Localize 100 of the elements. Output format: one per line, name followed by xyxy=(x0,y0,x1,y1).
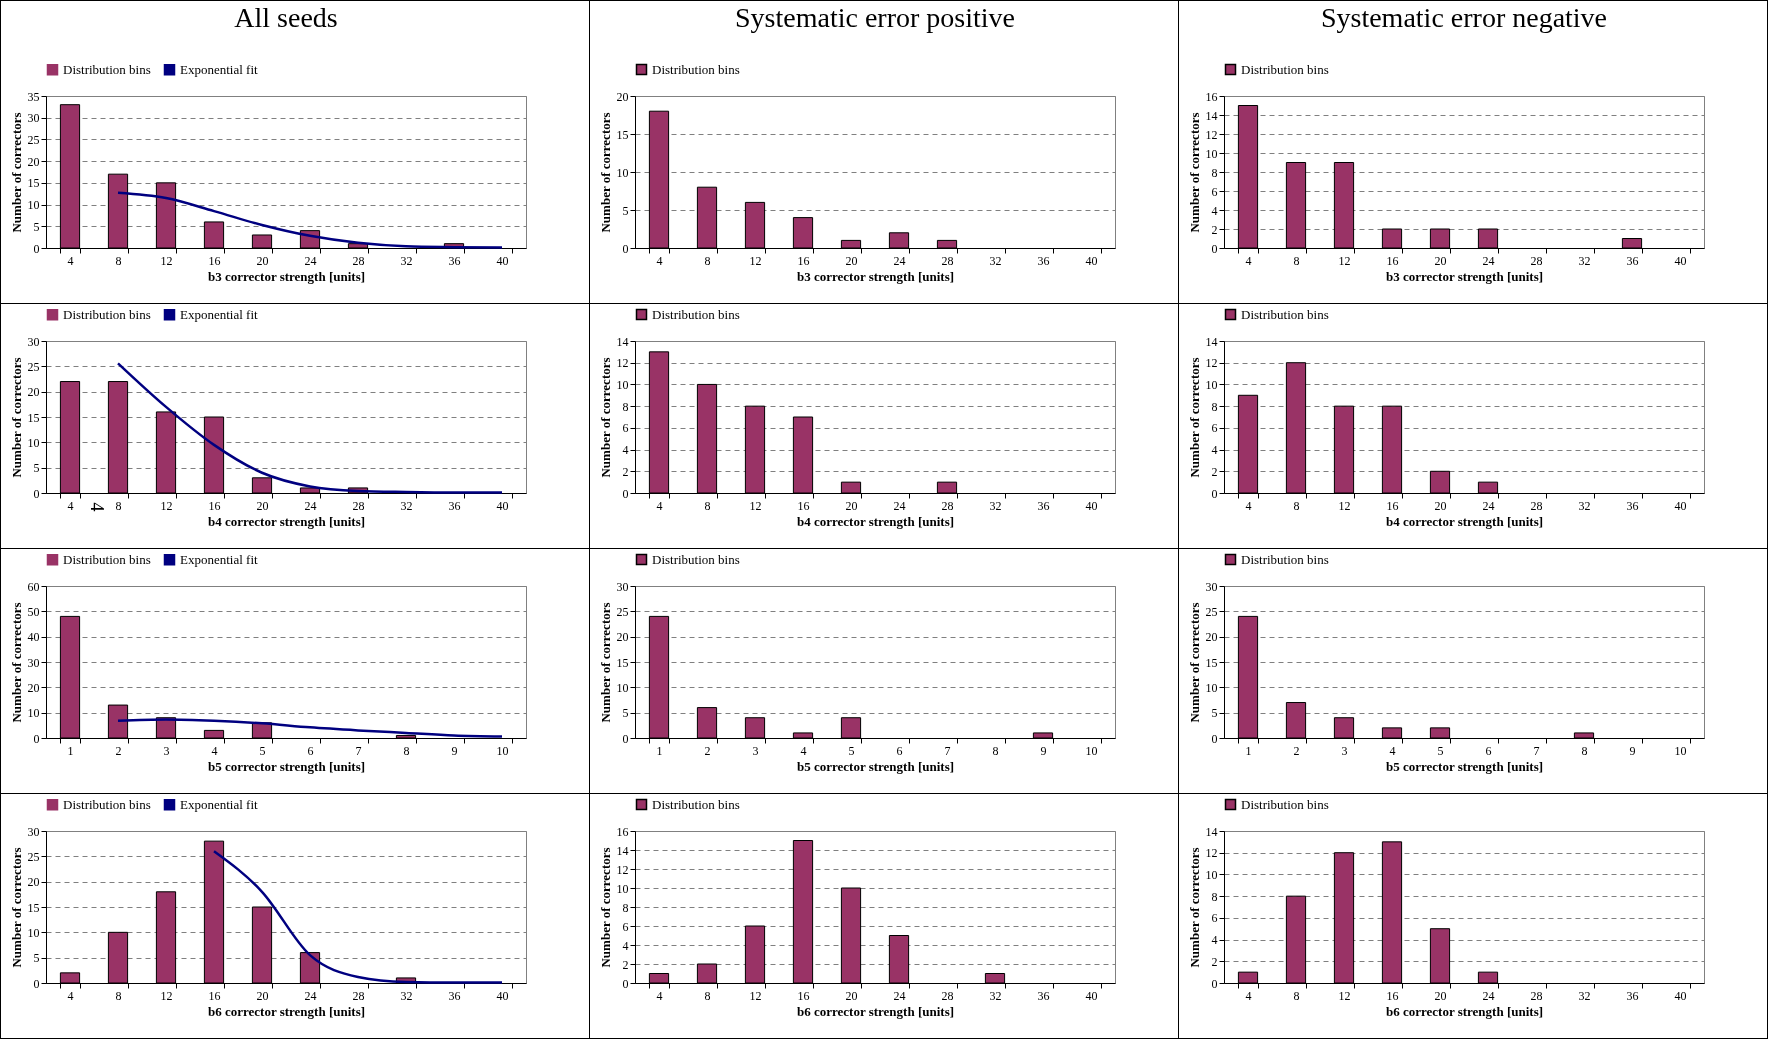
x-tick-label: 40 xyxy=(496,253,508,267)
y-tick-label: 14 xyxy=(1205,108,1217,122)
x-tick-label: 28 xyxy=(1530,253,1542,267)
x-tick-label: 32 xyxy=(1578,498,1590,512)
x-tick-label: 4 xyxy=(67,498,73,512)
x-tick-label: 16 xyxy=(208,253,220,267)
x-tick-label: 6 xyxy=(307,743,313,757)
x-tick-label: 40 xyxy=(496,498,508,512)
x-tick-label: 36 xyxy=(1037,498,1049,512)
x-tick-label: 2 xyxy=(704,743,710,757)
y-tick-label: 8 xyxy=(1211,889,1217,904)
x-tick-label: 3 xyxy=(752,743,758,757)
x-tick-label: 32 xyxy=(1578,253,1590,267)
y-axis-title: Number of correctors xyxy=(8,356,23,478)
x-tick-label: 9 xyxy=(451,743,457,757)
x-tick-label: 36 xyxy=(448,253,460,267)
y-tick-label: 0 xyxy=(1211,731,1217,745)
x-tick-label: 7 xyxy=(1533,743,1539,757)
y-tick-label: 20 xyxy=(27,154,39,169)
y-tick-label: 10 xyxy=(27,197,39,212)
x-tick-label: 1 xyxy=(67,743,73,757)
x-tick-label: 28 xyxy=(352,498,364,512)
y-tick-label: 20 xyxy=(616,89,628,103)
legend-label: Distribution bins xyxy=(1240,61,1329,76)
x-tick-label: 24 xyxy=(893,988,905,1002)
x-tick-label: 8 xyxy=(704,253,710,267)
y-tick-label: 6 xyxy=(1211,184,1217,198)
y-tick-label: 30 xyxy=(27,655,39,669)
x-tick-label: 4 xyxy=(67,988,73,1002)
y-tick-label: 15 xyxy=(616,655,628,669)
y-tick-label: 10 xyxy=(1205,867,1217,882)
x-tick-label: 28 xyxy=(1530,988,1542,1002)
x-tick-label: 32 xyxy=(1578,988,1590,1002)
x-tick-label: 36 xyxy=(1037,253,1049,267)
x-tick-label: 4 xyxy=(656,253,662,267)
y-tick-label: 20 xyxy=(27,384,39,399)
x-tick-label: 24 xyxy=(304,253,316,267)
x-tick-label: 9 xyxy=(1629,743,1635,757)
x-tick-label: 36 xyxy=(448,988,460,1002)
x-tick-label: 12 xyxy=(749,253,761,267)
y-axis-title: Number of correctors xyxy=(8,601,23,723)
x-tick-label: 3 xyxy=(163,743,169,757)
x-tick-label: 8 xyxy=(1293,988,1299,1002)
x-tick-label: 32 xyxy=(400,498,412,512)
x-tick-label: 3 xyxy=(1341,743,1347,757)
y-tick-label: 20 xyxy=(616,629,628,644)
y-tick-label: 12 xyxy=(1205,845,1217,860)
y-axis-title: Number of correctors xyxy=(597,111,612,233)
line-series xyxy=(116,191,503,249)
y-tick-label: 30 xyxy=(616,579,628,593)
x-tick-label: 4 xyxy=(211,743,217,757)
x-tick-label: 4 xyxy=(656,988,662,1002)
x-tick-label: 4 xyxy=(1245,988,1251,1002)
x-axis-title: b3 corrector strength [units] xyxy=(207,268,365,283)
chart-title: Systematic error negative xyxy=(1320,1,1607,33)
x-tick-label: 32 xyxy=(989,988,1001,1002)
x-tick-label: 20 xyxy=(845,253,857,267)
y-tick-label: 0 xyxy=(1211,241,1217,255)
line-series xyxy=(116,717,503,738)
chart-title: All seeds xyxy=(233,1,338,33)
y-tick-label: 0 xyxy=(33,731,39,745)
y-tick-label: 5 xyxy=(33,460,39,475)
y-tick-label: 10 xyxy=(27,705,39,720)
y-tick-label: 8 xyxy=(622,900,628,914)
x-tick-label: 16 xyxy=(208,498,220,512)
y-tick-label: 20 xyxy=(1205,629,1217,644)
x-tick-label: 8 xyxy=(115,498,121,512)
x-tick-label: 16 xyxy=(797,253,809,267)
x-tick-label: 20 xyxy=(256,253,268,267)
y-tick-label: 6 xyxy=(1211,420,1217,435)
x-axis-title: b3 corrector strength [units] xyxy=(1385,268,1543,283)
y-tick-label: 16 xyxy=(616,824,628,838)
x-tick-label: 4 xyxy=(1389,743,1395,757)
y-tick-label: 10 xyxy=(1205,680,1217,695)
y-tick-label: 0 xyxy=(622,241,628,255)
x-tick-label: 8 xyxy=(115,988,121,1002)
y-tick-label: 50 xyxy=(27,604,39,619)
y-tick-label: 0 xyxy=(622,486,628,500)
y-tick-label: 10 xyxy=(616,377,628,392)
y-tick-label: 6 xyxy=(1211,910,1217,925)
x-axis-title: b3 corrector strength [units] xyxy=(796,268,954,283)
y-tick-label: 30 xyxy=(27,824,39,838)
x-axis-title: b6 corrector strength [units] xyxy=(1385,1003,1543,1018)
x-tick-label: 24 xyxy=(1482,988,1494,1002)
x-axis-title: b4 corrector strength [units] xyxy=(1385,513,1543,528)
x-tick-label: 28 xyxy=(941,498,953,512)
legend-label: Exponential fit xyxy=(179,551,258,567)
x-tick-label: 5 xyxy=(848,743,854,757)
y-tick-label: 30 xyxy=(1205,579,1217,593)
x-tick-label: 1 xyxy=(656,743,662,757)
x-tick-label: 28 xyxy=(1530,498,1542,512)
x-tick-label: 28 xyxy=(352,253,364,267)
y-tick-label: 25 xyxy=(27,132,39,147)
legend-label: Exponential fit xyxy=(179,796,258,812)
x-tick-label: 8 xyxy=(1293,253,1299,267)
y-tick-label: 6 xyxy=(622,420,628,435)
x-tick-label: 7 xyxy=(944,743,950,757)
y-tick-label: 14 xyxy=(616,334,628,348)
x-tick-label: 12 xyxy=(1338,498,1350,512)
legend-label: Distribution bins xyxy=(651,306,740,321)
